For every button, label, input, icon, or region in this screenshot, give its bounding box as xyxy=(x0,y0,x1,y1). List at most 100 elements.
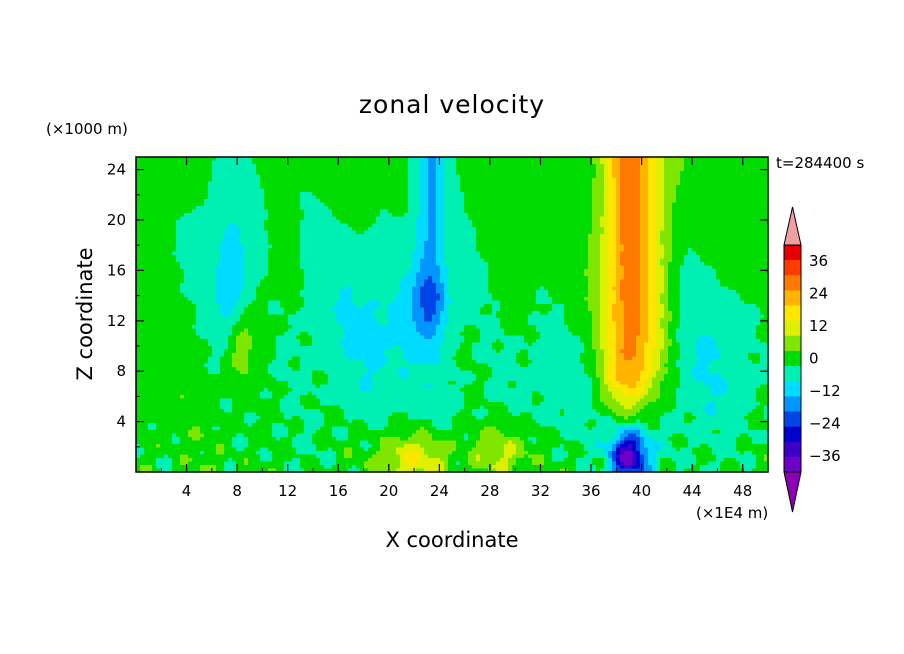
contour-cell xyxy=(220,290,225,295)
contour-cell xyxy=(152,216,157,221)
contour-cell xyxy=(140,164,145,169)
contour-cell xyxy=(164,178,169,183)
contour-cell xyxy=(156,363,161,368)
contour-cell xyxy=(172,328,177,333)
contour-cell xyxy=(236,234,241,239)
contour-cell xyxy=(164,363,169,368)
contour-cell xyxy=(236,276,241,281)
contour-cell xyxy=(240,227,245,232)
contour-cell xyxy=(272,297,277,302)
contour-cell xyxy=(200,325,205,330)
contour-cell xyxy=(304,251,309,256)
contour-cell xyxy=(324,304,329,309)
contour-cell xyxy=(228,409,233,414)
contour-cell xyxy=(236,465,241,470)
contour-cell xyxy=(144,241,149,246)
contour-cell xyxy=(240,468,245,472)
contour-cell xyxy=(344,370,349,375)
contour-cell xyxy=(340,178,345,183)
contour-cell xyxy=(144,419,149,424)
contour-cell xyxy=(228,237,233,242)
contour-cell xyxy=(268,272,273,277)
contour-cell xyxy=(240,465,245,470)
contour-cell xyxy=(324,461,329,466)
contour-cell xyxy=(208,433,213,438)
contour-cell xyxy=(184,409,189,414)
contour-cell xyxy=(208,328,213,333)
contour-cell xyxy=(216,416,221,421)
contour-cell xyxy=(240,269,245,274)
contour-cell xyxy=(300,283,305,288)
contour-cell xyxy=(220,241,225,246)
contour-cell xyxy=(316,370,321,375)
contour-cell xyxy=(320,237,325,242)
contour-cell xyxy=(292,325,297,330)
contour-cell xyxy=(304,423,309,428)
contour-cell xyxy=(256,356,261,361)
contour-cell xyxy=(328,279,333,284)
contour-cell xyxy=(196,241,201,246)
contour-cell xyxy=(292,423,297,428)
contour-cell xyxy=(204,272,209,277)
contour-cell xyxy=(260,237,265,242)
contour-cell xyxy=(268,437,273,442)
contour-cell xyxy=(352,321,357,326)
contour-cell xyxy=(272,419,277,424)
contour-cell xyxy=(200,286,205,291)
contour-cell xyxy=(236,409,241,414)
contour-cell xyxy=(244,367,249,372)
contour-cell xyxy=(180,444,185,449)
contour-cell xyxy=(308,160,313,165)
contour-cell xyxy=(344,402,349,407)
contour-cell xyxy=(136,234,141,239)
contour-cell xyxy=(288,241,293,246)
contour-cell xyxy=(160,444,165,449)
contour-cell xyxy=(336,265,341,270)
contour-cell xyxy=(208,265,213,270)
contour-cell xyxy=(192,349,197,354)
contour-cell xyxy=(304,304,309,309)
contour-cell xyxy=(240,244,245,249)
contour-cell xyxy=(328,447,333,452)
contour-cell xyxy=(244,416,249,421)
contour-cell xyxy=(180,262,185,267)
contour-cell xyxy=(264,465,269,470)
contour-cell xyxy=(272,423,277,428)
contour-cell xyxy=(312,458,317,463)
contour-cell xyxy=(300,367,305,372)
contour-cell xyxy=(224,262,229,267)
contour-cell xyxy=(248,321,253,326)
contour-cell xyxy=(292,430,297,435)
contour-cell xyxy=(240,405,245,410)
contour-cell xyxy=(220,216,225,221)
contour-cell xyxy=(356,202,361,207)
contour-cell xyxy=(140,174,145,179)
contour-cell xyxy=(184,227,189,232)
contour-cell xyxy=(328,167,333,172)
contour-cell xyxy=(356,265,361,270)
contour-cell xyxy=(316,318,321,323)
contour-cell xyxy=(344,367,349,372)
contour-cell xyxy=(180,360,185,365)
contour-cell xyxy=(356,157,361,162)
contour-cell xyxy=(264,192,269,197)
contour-cell xyxy=(300,332,305,337)
contour-cell xyxy=(208,164,213,169)
contour-cell xyxy=(300,255,305,260)
contour-cell xyxy=(348,213,353,218)
contour-cell xyxy=(340,346,345,351)
contour-cell xyxy=(336,227,341,232)
contour-cell xyxy=(224,255,229,260)
contour-cell xyxy=(240,367,245,372)
contour-cell xyxy=(288,227,293,232)
contour-cell xyxy=(256,220,261,225)
contour-cell xyxy=(348,293,353,298)
contour-cell xyxy=(296,423,301,428)
contour-cell xyxy=(248,283,253,288)
contour-cell xyxy=(240,381,245,386)
contour-cell xyxy=(168,342,173,347)
contour-cell xyxy=(248,311,253,316)
contour-cell xyxy=(136,349,141,354)
contour-cell xyxy=(268,325,273,330)
contour-cell xyxy=(160,311,165,316)
